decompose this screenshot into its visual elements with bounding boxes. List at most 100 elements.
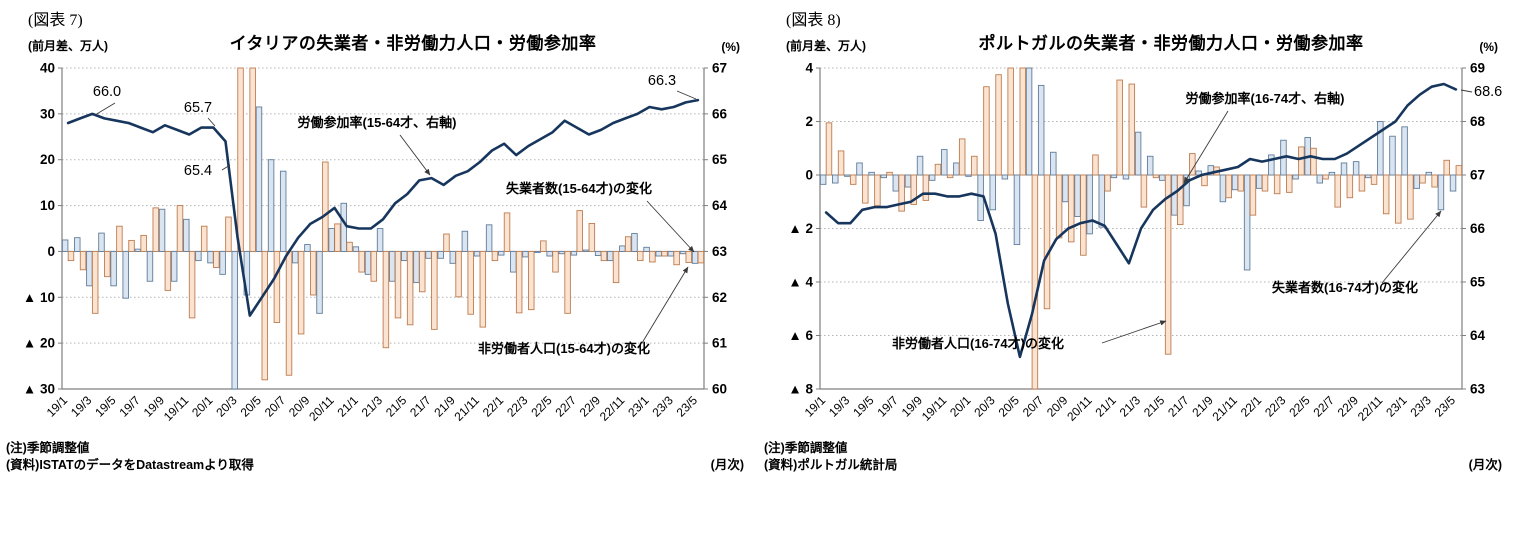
svg-text:19/11: 19/11 (919, 393, 950, 424)
svg-text:22/7: 22/7 (553, 393, 580, 420)
svg-text:65.4: 65.4 (184, 163, 212, 179)
svg-text:20/1: 20/1 (189, 393, 216, 420)
svg-text:▲ 6: ▲ 6 (788, 328, 813, 343)
svg-text:63: 63 (1470, 382, 1486, 397)
svg-text:66.0: 66.0 (93, 84, 121, 100)
svg-text:19/7: 19/7 (874, 393, 901, 420)
svg-text:22/5: 22/5 (528, 393, 555, 420)
svg-text:19/3: 19/3 (68, 393, 95, 420)
svg-text:19/11: 19/11 (161, 393, 192, 424)
frequency-label: (月次) (710, 457, 744, 472)
svg-text:64: 64 (712, 198, 728, 213)
svg-text:68.6: 68.6 (1474, 84, 1502, 100)
svg-text:20/3: 20/3 (213, 393, 240, 420)
chart-header: (前月差、万人) ポルトガルの失業者・非労働力人口・労働参加率 (%) (760, 28, 1508, 54)
svg-text:非労働者人口(16-74才)の変化: 非労働者人口(16-74才)の変化 (892, 336, 1064, 351)
svg-text:60: 60 (712, 382, 727, 397)
svg-text:0: 0 (47, 244, 55, 259)
figure-8-panel: (図表 8) (前月差、万人) ポルトガルの失業者・非労働力人口・労働参加率 (… (760, 4, 1508, 474)
svg-text:20/7: 20/7 (262, 393, 289, 420)
svg-text:0: 0 (805, 168, 813, 183)
svg-text:20/11: 20/11 (306, 393, 337, 424)
svg-text:69: 69 (1470, 61, 1485, 76)
svg-text:22/11: 22/11 (597, 393, 628, 424)
svg-text:21/11: 21/11 (1210, 393, 1241, 424)
svg-text:66: 66 (1470, 221, 1486, 236)
left-axis-unit-label: (前月差、万人) (786, 39, 866, 53)
svg-text:▲ 30: ▲ 30 (23, 382, 55, 397)
svg-text:23/1: 23/1 (1383, 393, 1410, 420)
chart-header: (前月差、万人) イタリアの失業者・非労働力人口・労働参加率 (%) (2, 28, 750, 54)
svg-text:21/7: 21/7 (1165, 393, 1192, 420)
svg-text:23/3: 23/3 (1407, 393, 1434, 420)
svg-text:65: 65 (712, 152, 728, 167)
svg-text:23/3: 23/3 (649, 393, 676, 420)
svg-text:21/3: 21/3 (359, 393, 386, 420)
figure-label: (図表 7) (28, 12, 83, 29)
figure-7-panel: (図表 7) (前月差、万人) イタリアの失業者・非労働力人口・労働参加率 (%… (2, 4, 750, 474)
svg-text:20/3: 20/3 (971, 393, 998, 420)
svg-text:20/5: 20/5 (996, 393, 1023, 420)
svg-text:21/1: 21/1 (334, 393, 361, 420)
svg-text:20/5: 20/5 (238, 393, 265, 420)
chart-notes: (注)季節調整値 (資料)ポルトガル統計局 (月次) (760, 440, 1508, 474)
note-line: (注)季節調整値 (764, 441, 848, 455)
svg-text:62: 62 (712, 290, 727, 305)
note-line: (注)季節調整値 (6, 441, 90, 455)
right-axis-unit-label: (%) (1479, 40, 1498, 54)
svg-text:68: 68 (1470, 114, 1486, 129)
svg-text:21/7: 21/7 (407, 393, 434, 420)
svg-text:10: 10 (40, 198, 55, 213)
svg-text:21/5: 21/5 (383, 393, 410, 420)
page: (図表 7) (前月差、万人) イタリアの失業者・非労働力人口・労働参加率 (%… (2, 4, 1508, 474)
svg-text:21/5: 21/5 (1141, 393, 1168, 420)
svg-text:23/5: 23/5 (674, 393, 701, 420)
svg-text:19/7: 19/7 (116, 393, 143, 420)
chart-title: ポルトガルの失業者・非労働力人口・労働参加率 (978, 34, 1364, 53)
svg-text:22/3: 22/3 (504, 393, 531, 420)
svg-text:▲ 20: ▲ 20 (23, 336, 55, 351)
svg-text:20/11: 20/11 (1064, 393, 1095, 424)
frequency-label: (月次) (1468, 457, 1502, 472)
svg-text:21/3: 21/3 (1117, 393, 1144, 420)
svg-text:▲ 10: ▲ 10 (23, 290, 55, 305)
svg-text:66: 66 (712, 106, 728, 121)
italy-combo-chart: 40 67 30 66 20 65 10 64 0 63 ▲ 10 62 ▲ 20 61 ▲ 30 60 19/… (23, 61, 728, 424)
svg-text:労働参加率(15-64才、右軸): 労働参加率(15-64才、右軸) (298, 115, 457, 130)
svg-text:▲ 2: ▲ 2 (788, 221, 813, 236)
svg-text:63: 63 (712, 244, 728, 259)
svg-text:22/5: 22/5 (1286, 393, 1313, 420)
svg-text:65.7: 65.7 (184, 100, 212, 116)
svg-text:23/1: 23/1 (625, 393, 652, 420)
portugal-combo-chart: 4 692 680 67▲ 2 66▲ 4 65▲ 6 64▲ 8 6319/119/319/… (788, 61, 1502, 424)
svg-text:失業者数(16-74才)の変化: 失業者数(16-74才)の変化 (1272, 280, 1418, 295)
svg-text:40: 40 (40, 61, 55, 76)
svg-text:非労働者人口(15-64才)の変化: 非労働者人口(15-64才)の変化 (478, 341, 650, 356)
right-axis-unit-label: (%) (721, 40, 740, 54)
svg-text:20/7: 20/7 (1020, 393, 1047, 420)
svg-text:66.3: 66.3 (648, 73, 676, 89)
svg-text:21/11: 21/11 (452, 393, 483, 424)
svg-text:2: 2 (805, 114, 813, 129)
svg-text:労働参加率(16-74才、右軸): 労働参加率(16-74才、右軸) (1186, 91, 1345, 106)
svg-text:22/11: 22/11 (1355, 393, 1386, 424)
svg-text:▲ 4: ▲ 4 (788, 275, 813, 290)
left-axis-unit-label: (前月差、万人) (28, 39, 108, 53)
note-line: (資料)ポルトガル統計局 (764, 457, 898, 472)
svg-text:67: 67 (1470, 168, 1485, 183)
svg-text:19/1: 19/1 (44, 393, 71, 420)
chart-title: イタリアの失業者・非労働力人口・労働参加率 (229, 34, 597, 53)
chart-notes: (注)季節調整値 (資料)ISTATのデータをDatastreamより取得 (月… (2, 440, 750, 474)
note-line: (資料)ISTATのデータをDatastreamより取得 (6, 457, 254, 472)
svg-text:22/7: 22/7 (1311, 393, 1338, 420)
svg-text:19/5: 19/5 (850, 393, 877, 420)
svg-text:▲ 8: ▲ 8 (788, 382, 813, 397)
svg-text:22/1: 22/1 (480, 393, 507, 420)
figure-label: (図表 8) (786, 12, 841, 29)
svg-text:22/1: 22/1 (1238, 393, 1265, 420)
svg-text:失業者数(15-64才)の変化: 失業者数(15-64才)の変化 (506, 181, 652, 196)
svg-text:20/1: 20/1 (947, 393, 974, 420)
svg-text:23/5: 23/5 (1432, 393, 1459, 420)
svg-text:64: 64 (1470, 328, 1486, 343)
svg-text:61: 61 (712, 336, 728, 351)
